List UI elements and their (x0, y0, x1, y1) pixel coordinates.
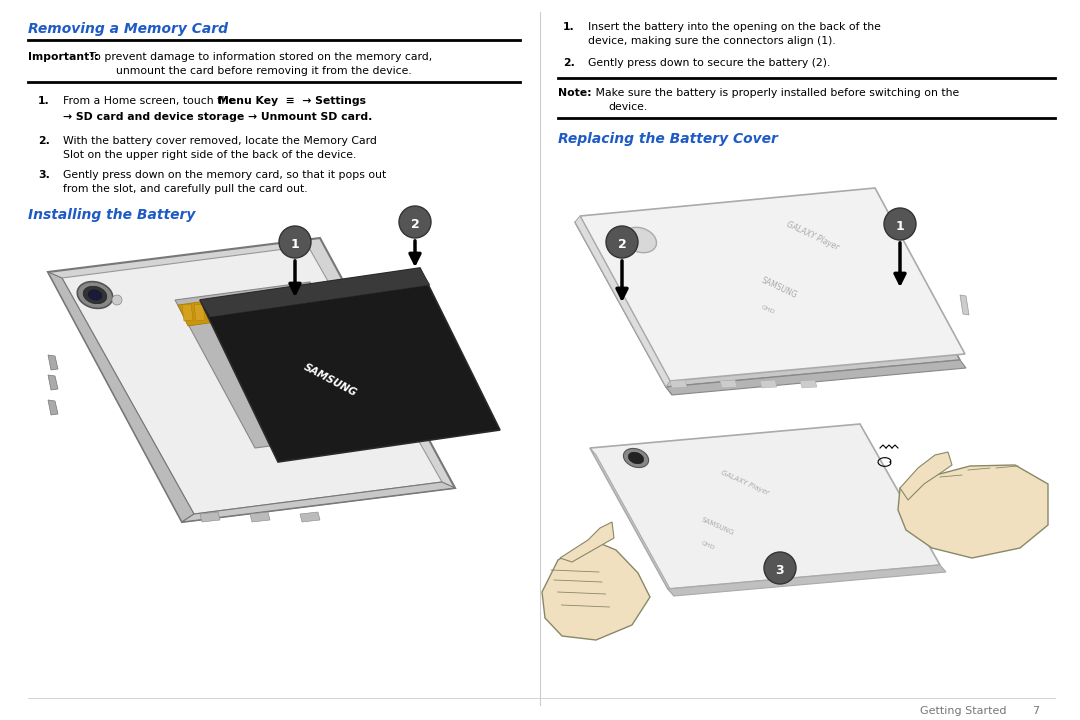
Polygon shape (183, 482, 455, 522)
Text: 2.: 2. (563, 58, 575, 68)
Text: unmount the card before removing it from the device.: unmount the card before removing it from… (116, 66, 411, 76)
Text: Gently press down on the memory card, so that it pops out: Gently press down on the memory card, so… (63, 170, 387, 180)
Text: Replacing the Battery Cover: Replacing the Battery Cover (558, 132, 778, 146)
Text: device.: device. (608, 102, 647, 112)
Circle shape (399, 206, 431, 238)
Polygon shape (206, 304, 217, 321)
Text: Note:: Note: (558, 88, 592, 98)
Text: Removing a Memory Card: Removing a Memory Card (28, 22, 228, 36)
Ellipse shape (78, 282, 112, 308)
Text: Important!:: Important!: (28, 52, 98, 62)
Text: SAMSUNG: SAMSUNG (760, 276, 799, 300)
Polygon shape (48, 355, 58, 370)
Text: QHD: QHD (760, 305, 775, 315)
Text: 3.: 3. (38, 170, 50, 180)
Ellipse shape (623, 228, 657, 253)
Polygon shape (720, 380, 737, 388)
Text: 1: 1 (291, 238, 299, 251)
Text: Gently press down to secure the battery (2).: Gently press down to secure the battery … (588, 58, 831, 68)
Polygon shape (542, 540, 650, 640)
Polygon shape (200, 268, 430, 317)
Text: 1.: 1. (563, 22, 575, 32)
Polygon shape (200, 268, 500, 462)
Circle shape (606, 226, 638, 258)
Text: To prevent damage to information stored on the memory card,: To prevent damage to information stored … (86, 52, 432, 62)
Polygon shape (590, 424, 940, 589)
Text: 2: 2 (410, 218, 419, 232)
Ellipse shape (629, 452, 644, 464)
Polygon shape (575, 216, 670, 387)
Polygon shape (200, 512, 220, 522)
Polygon shape (300, 512, 320, 522)
Polygon shape (48, 272, 194, 522)
Text: With the battery cover removed, locate the Memory Card: With the battery cover removed, locate t… (63, 136, 377, 146)
Polygon shape (900, 452, 951, 500)
Polygon shape (666, 360, 966, 395)
Text: GALAXY Player: GALAXY Player (785, 220, 840, 252)
Ellipse shape (623, 449, 649, 467)
Polygon shape (249, 512, 270, 522)
Polygon shape (175, 282, 390, 448)
Polygon shape (590, 448, 674, 596)
Text: from the slot, and carefully pull the card out.: from the slot, and carefully pull the ca… (63, 184, 308, 194)
Polygon shape (62, 246, 442, 514)
Text: 1.: 1. (38, 96, 50, 106)
Circle shape (112, 295, 122, 305)
Text: GALAXY Player: GALAXY Player (720, 469, 770, 496)
Circle shape (885, 208, 916, 240)
Circle shape (764, 552, 796, 584)
Text: 2.: 2. (38, 136, 50, 146)
Polygon shape (760, 380, 777, 388)
Text: → SD card and device storage → Unmount SD card.: → SD card and device storage → Unmount S… (63, 112, 373, 122)
Polygon shape (580, 188, 966, 381)
Text: SAMSUNG: SAMSUNG (301, 361, 359, 398)
Polygon shape (194, 304, 205, 321)
Text: 2: 2 (618, 238, 626, 251)
Polygon shape (183, 304, 193, 321)
Polygon shape (800, 380, 816, 388)
Circle shape (279, 226, 311, 258)
Text: Menu Key  ≡  → Settings: Menu Key ≡ → Settings (218, 96, 366, 106)
Ellipse shape (89, 290, 102, 300)
Ellipse shape (83, 287, 107, 304)
Text: device, making sure the connectors align (1).: device, making sure the connectors align… (588, 36, 836, 46)
Polygon shape (897, 465, 1048, 558)
Polygon shape (575, 222, 672, 395)
Polygon shape (48, 238, 455, 522)
Polygon shape (960, 295, 969, 315)
Text: 3: 3 (775, 564, 784, 577)
Polygon shape (178, 299, 230, 326)
Text: Insert the battery into the opening on the back of the: Insert the battery into the opening on t… (588, 22, 881, 32)
Text: Make sure the battery is properly installed before switching on the: Make sure the battery is properly instal… (592, 88, 959, 98)
Polygon shape (670, 380, 687, 388)
Polygon shape (669, 565, 946, 596)
Text: 7: 7 (1032, 706, 1039, 716)
Polygon shape (48, 375, 58, 390)
Polygon shape (48, 400, 58, 415)
Text: SAMSUNG: SAMSUNG (700, 516, 734, 536)
Polygon shape (561, 522, 615, 562)
Text: 1: 1 (895, 220, 904, 233)
Text: From a Home screen, touch the: From a Home screen, touch the (63, 96, 239, 106)
Text: Installing the Battery: Installing the Battery (28, 208, 195, 222)
Text: QHD: QHD (700, 539, 715, 550)
Text: Slot on the upper right side of the back of the device.: Slot on the upper right side of the back… (63, 150, 356, 160)
Polygon shape (575, 195, 960, 387)
Text: Getting Started: Getting Started (920, 706, 1007, 716)
